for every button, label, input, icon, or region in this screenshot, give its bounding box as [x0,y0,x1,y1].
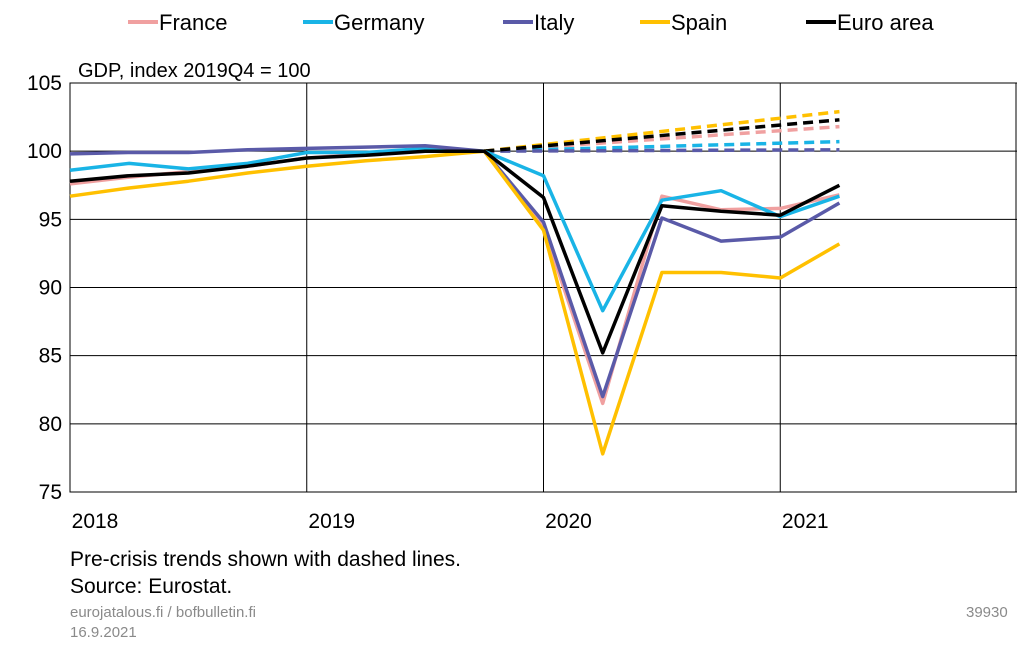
series-line-france [69,149,840,406]
trend-line-spain [484,109,840,153]
series-line-euro-area [69,149,841,355]
trend-line-germany [484,139,840,153]
x-tick-label: 2020 [545,510,592,533]
chart-title: GDP, index 2019Q4 = 100 [78,60,311,82]
x-tick-label: 2019 [308,510,355,533]
series-line-spain [69,149,841,456]
gdp-line-chart: France Germany Italy Spain Euro area GDP, in… [27,10,1017,533]
series-line-italy [69,143,841,399]
y-tick-label: 100 [27,140,62,163]
y-tick-label: 85 [39,345,62,368]
dashed-lines-note: Pre-crisis trends shown with dashed line… [70,548,462,571]
footer-chart-id: 39930 [966,604,1008,621]
y-tick-label: 90 [39,277,62,300]
y-tick-label: 105 [27,72,62,95]
legend-label-france: France [159,10,227,35]
footer-site: eurojatalous.fi / bofbulletin.fi [70,604,256,621]
legend-label-euro-area: Euro area [837,10,934,35]
source-note: Source: Eurostat. [70,575,233,598]
y-tick-label: 95 [39,208,62,231]
legend: France Germany Italy Spain Euro area [128,10,934,35]
y-axis-ticks: 75 80 85 90 95 100 105 [27,72,62,504]
grid-lines [69,82,1017,493]
legend-label-italy: Italy [534,10,574,35]
x-tick-label: 2021 [782,510,829,533]
footer-date: 16.9.2021 [70,624,137,641]
x-tick-label: 2018 [72,510,119,533]
trend-lines [484,109,840,153]
trend-line-italy [484,148,840,153]
legend-label-spain: Spain [671,10,727,35]
trend-line-euro-area [484,118,840,153]
legend-label-germany: Germany [334,10,424,35]
x-axis-ticks: 2018 2019 2020 2021 [72,510,829,533]
y-tick-label: 75 [39,481,62,504]
trend-line-france [484,124,840,153]
series-lines [69,143,841,456]
y-tick-label: 80 [39,413,62,436]
